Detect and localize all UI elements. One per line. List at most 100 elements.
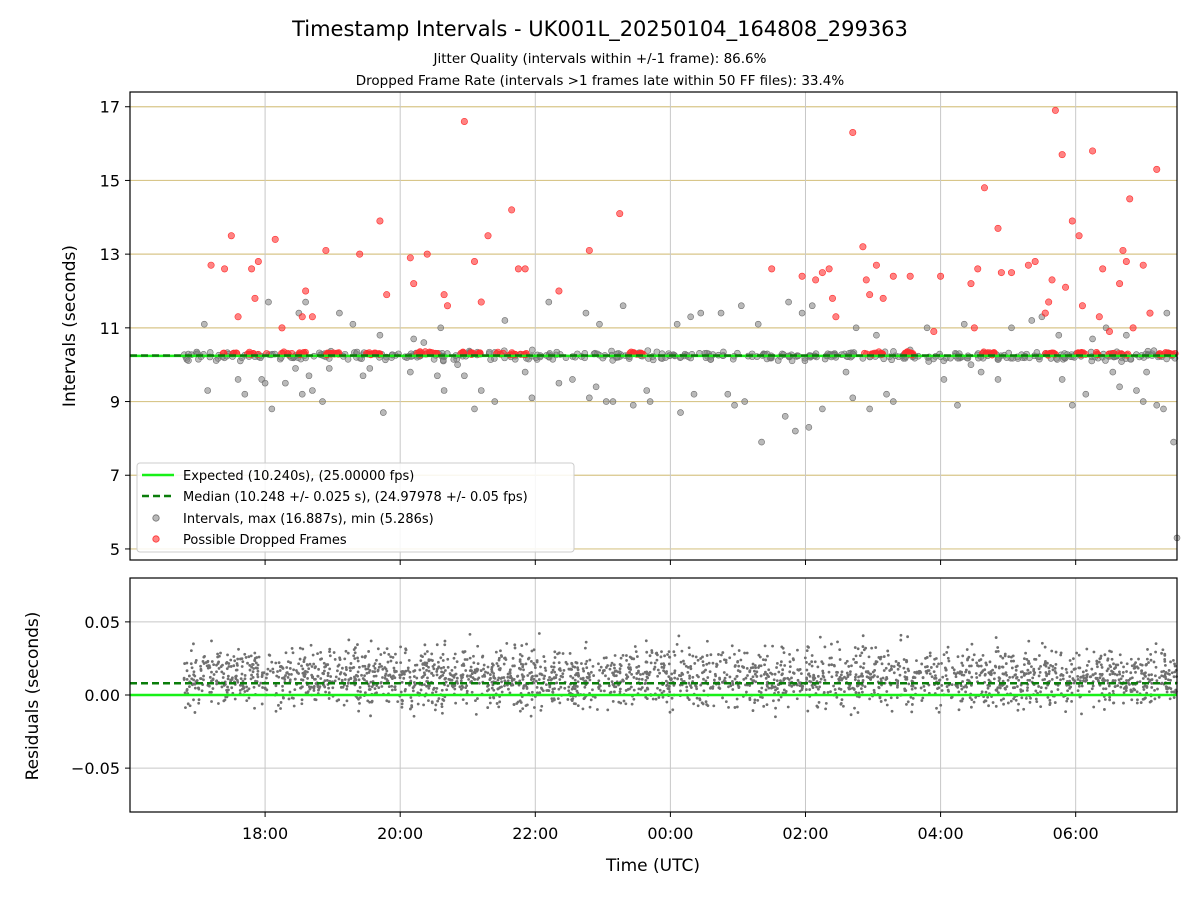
residual-point <box>829 690 832 694</box>
dropped-frame-point <box>1122 258 1130 266</box>
dropped-frame-point <box>825 265 833 273</box>
residual-point <box>1059 678 1062 682</box>
residual-point <box>748 669 752 673</box>
interval-point <box>1163 309 1171 317</box>
residual-point <box>574 684 578 688</box>
residual-point <box>1085 673 1088 677</box>
residual-point <box>645 650 649 654</box>
residual-point <box>270 660 274 664</box>
dropped-frame-point <box>866 291 874 299</box>
residual-point <box>434 703 438 707</box>
residual-point <box>951 666 954 670</box>
residual-point <box>843 690 846 694</box>
interval-point <box>1139 398 1147 405</box>
residual-point <box>233 659 237 663</box>
interval-point <box>298 390 306 398</box>
interval-point <box>1170 438 1177 446</box>
residual-point <box>1048 679 1051 683</box>
residual-point <box>1054 662 1058 666</box>
residual-point <box>409 707 412 711</box>
residual-point <box>666 653 669 656</box>
residual-point <box>1149 653 1153 656</box>
residual-point <box>518 709 522 713</box>
residual-point <box>383 676 387 680</box>
residual-point <box>774 715 777 719</box>
residual-point <box>1037 685 1041 688</box>
interval-point <box>185 357 192 364</box>
residual-point <box>344 649 348 653</box>
residual-point <box>576 704 580 708</box>
residual-point <box>482 673 486 677</box>
residual-point <box>535 685 539 689</box>
residual-point <box>537 678 541 681</box>
residuals-x-ticks: 18:00 20:00 22:00 00:00 02:00 04:00 06:00 <box>242 812 1099 843</box>
residual-point <box>1044 671 1048 674</box>
intervals-y-tick-label: 13 <box>100 245 120 264</box>
residual-point <box>1140 669 1143 673</box>
residual-point <box>667 650 671 654</box>
legend-intervals-swatch <box>152 514 160 522</box>
residual-point <box>1142 688 1146 691</box>
x-tick-label: 22:00 <box>512 824 558 843</box>
residual-point <box>1022 707 1026 711</box>
residual-point <box>459 679 463 683</box>
residual-point <box>526 674 530 677</box>
residual-point <box>725 673 729 677</box>
residual-point <box>810 654 814 657</box>
residual-point <box>244 656 248 659</box>
residual-point <box>484 670 487 674</box>
residual-point <box>293 677 297 681</box>
residual-point <box>960 673 964 677</box>
residual-point <box>452 676 456 679</box>
residual-point <box>818 680 822 684</box>
residual-point <box>317 688 320 692</box>
residual-point <box>611 699 615 703</box>
residual-point <box>1038 671 1042 674</box>
residual-point <box>544 669 548 672</box>
residual-point <box>1009 655 1013 659</box>
residual-point <box>534 679 538 683</box>
intervals-y-tick-label: 9 <box>110 393 120 412</box>
residual-point <box>733 652 736 656</box>
residual-point <box>980 690 984 694</box>
residual-point <box>766 654 769 658</box>
residual-point <box>436 699 440 703</box>
residual-point <box>547 689 551 693</box>
residual-point <box>764 676 768 680</box>
residual-point <box>304 691 308 695</box>
residual-point <box>654 697 658 701</box>
residual-point <box>1154 650 1157 654</box>
interval-point <box>380 409 387 416</box>
residual-point <box>666 687 670 690</box>
residual-point <box>389 659 393 663</box>
residual-point <box>688 676 692 680</box>
residual-point <box>257 684 261 687</box>
residual-point <box>934 674 937 678</box>
residual-point <box>933 657 937 661</box>
residual-point <box>298 657 302 661</box>
residual-point <box>291 651 295 655</box>
residual-point <box>251 675 255 679</box>
residual-point <box>864 670 868 674</box>
residual-point <box>742 677 746 681</box>
residual-point <box>994 704 998 708</box>
residual-point <box>333 679 337 683</box>
residual-point <box>701 671 704 675</box>
residual-point <box>441 711 444 715</box>
residual-point <box>516 675 519 678</box>
residual-point <box>584 640 588 644</box>
residual-point <box>1002 672 1006 676</box>
residual-point <box>567 689 571 693</box>
residual-point <box>788 665 792 669</box>
residual-point <box>637 687 641 691</box>
residual-point <box>1163 653 1167 657</box>
residual-point <box>625 659 628 662</box>
residual-point <box>376 647 380 651</box>
residual-point <box>862 648 866 652</box>
residual-point <box>477 676 481 680</box>
residual-point <box>782 688 786 692</box>
residual-point <box>753 701 756 705</box>
residual-point <box>333 658 337 661</box>
residual-point <box>386 660 390 664</box>
residual-point <box>387 685 391 689</box>
